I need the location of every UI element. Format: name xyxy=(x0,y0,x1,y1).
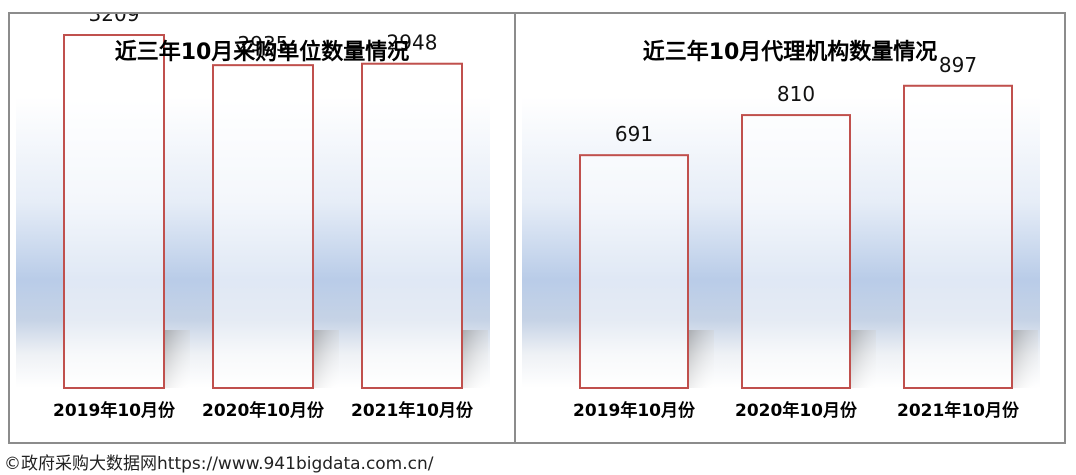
value-label-2: 2948 xyxy=(387,31,438,55)
chart-title-purchasing-units: 近三年10月采购单位数量情况 xyxy=(114,40,410,65)
category-label-1: 2020年10月份 xyxy=(735,400,858,421)
chart-panel-agencies: 691 2019年10月份 810 2020年10月份 897 2021年10月份 近三年… xyxy=(514,12,1066,444)
value-label-1: 2935 xyxy=(238,32,289,56)
bar-1 xyxy=(741,114,851,389)
chart-title-agencies: 近三年10月代理机构数量情况 xyxy=(642,40,938,65)
category-label-2: 2021年10月份 xyxy=(897,400,1020,421)
category-label-0: 2019年10月份 xyxy=(53,400,176,421)
bar-0 xyxy=(63,34,165,389)
chart-panel-purchasing-units: 3209 2019年10月份 2935 2020年10月份 2948 2021年10月份 … xyxy=(8,12,516,444)
bar-shadow xyxy=(1012,330,1038,388)
value-label-0: 3209 xyxy=(89,14,140,26)
bar-shadow xyxy=(313,330,339,388)
chart-canvas-agencies: 691 2019年10月份 810 2020年10月份 897 2021年10月份 xyxy=(522,50,1040,421)
bar-0 xyxy=(579,154,689,389)
bar-shadow xyxy=(462,330,488,388)
value-label-0: 691 xyxy=(615,122,653,146)
bar-2 xyxy=(361,62,463,389)
bar-1 xyxy=(212,64,314,390)
category-label-1: 2020年10月份 xyxy=(202,400,325,421)
chart-canvas-purchasing-units: 3209 2019年10月份 2935 2020年10月份 2948 2021年10月份 xyxy=(16,14,490,421)
value-label-2: 897 xyxy=(939,53,977,77)
bar-shadow xyxy=(850,330,876,388)
bar-2 xyxy=(903,84,1013,389)
value-label-1: 810 xyxy=(777,82,815,106)
bar-shadow xyxy=(164,330,190,388)
category-label-2: 2021年10月份 xyxy=(351,400,474,421)
bar-shadow xyxy=(688,330,714,388)
category-label-0: 2019年10月份 xyxy=(573,400,696,421)
source-watermark: ©政府采购大数据网https://www.941bigdata.com.cn/ xyxy=(4,454,434,474)
